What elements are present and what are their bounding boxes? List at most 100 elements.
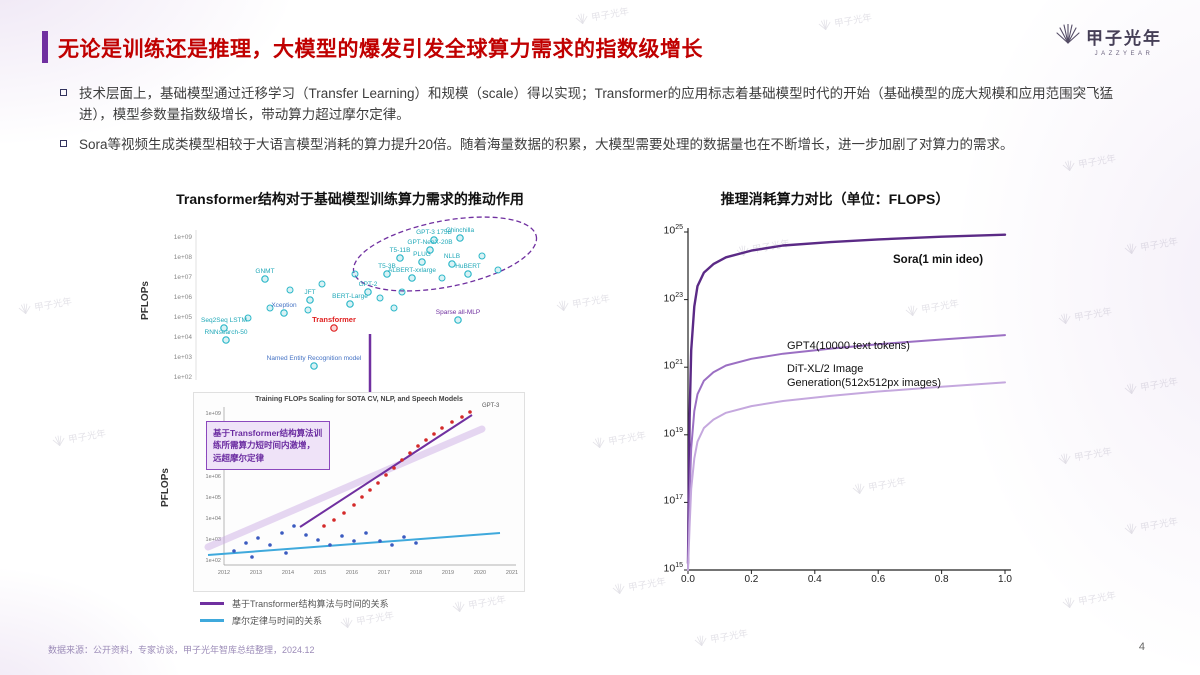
trend-line [207,532,501,556]
y-tick-label: 1019 [663,426,683,440]
scatter-point-label: GPT-NeoX-20B [407,239,452,246]
watermark: 甲子光年 [1057,443,1113,466]
trend-line [299,414,473,528]
transformer-model-point [408,451,412,455]
scatter-plot: 1e+09 1e+08 1e+07 1e+06 1e+05 1e+04 1e+03 1e+02… [174,216,538,381]
scatter-point-label: GNMT [255,268,274,275]
x-tick-label: 0.2 [744,574,759,585]
y-tick-label: 1015 [663,562,683,575]
cv-model-point [378,539,382,543]
x-tick-label: 1.0 [998,574,1012,585]
scatter-point [464,270,472,278]
y-tick-label: 1e+06 [206,474,221,480]
y-tick-label: 1023 [663,291,683,305]
scatter-point-label: Transformer [312,315,356,324]
bullet-list: 技术层面上，基础模型通过迁移学习（Transfer Learning）和规模（s… [60,84,1138,156]
scatter-point [286,286,294,294]
y-tick-label: 1e+02 [174,374,193,381]
bullet-square-icon [60,89,67,96]
annotation-box: 基于Transformer结构算法训练所需算力短时间内激增，远超摩尔定律 [206,421,330,470]
series-label-gpt4: GPT4(10000 text tokens) [787,340,910,352]
inner-chart-y-axis-label: PFLOPs [159,468,171,507]
transformer-model-point [432,432,436,436]
scatter-point [408,274,416,282]
scatter-point-label: T5-11B [390,247,411,254]
watermark: 甲子光年 [451,591,507,614]
watermark: 甲子光年 [574,3,630,26]
y-tick-label: 1e+02 [206,558,221,564]
cv-model-point [304,533,308,537]
transformer-model-point [440,426,444,430]
watermark: 甲子光年 [591,427,647,450]
cv-model-point [328,543,332,547]
scatter-point [454,316,462,324]
scatter-point-label: PLUG [413,251,431,258]
transformer-model-point [460,415,464,419]
transformer-model-point [342,511,346,515]
scatter-point-label: BERT-Large [332,293,368,300]
transformer-model-point [416,444,420,448]
scatter-point [398,288,406,296]
scatter-point-label: ALBERT-xxlarge [388,267,436,274]
cv-model-point [244,541,248,545]
x-tick-label: 2016 [346,570,358,576]
bullet-item: 技术层面上，基础模型通过迁移学习（Transfer Learning）和规模（s… [60,84,1138,126]
scatter-point [261,275,269,283]
logo-text: 甲子光年 [1086,29,1162,49]
x-tick-label: 0.8 [934,574,949,585]
trend-band [204,425,486,551]
legend-label: 摩尔定律与时间的关系 [232,616,323,626]
scatter-point [222,336,230,344]
transformer-model-point [450,420,454,424]
x-tick-label: 0.4 [807,574,822,585]
cv-model-point [280,531,284,535]
inference-compute-chart: 1025 1023 1021 1019 1017 1015 0.0 0.2 0.4 0.6 0.8… [645,218,1023,586]
scatter-point-label: JFT [304,289,315,296]
scatter-point [244,314,252,322]
scatter-point [304,306,312,314]
legend-item: 摩尔定律与时间的关系 [200,614,389,627]
scatter-point [438,274,446,282]
scatter-point [376,294,384,302]
x-tick-label: 2017 [378,570,390,576]
left-chart-title: Transformer结构对于基础模型训练算力需求的推动作用 [176,191,524,207]
gpt3-point-label: GPT-3 [482,403,500,409]
cv-model-point [232,549,236,553]
x-tick-label: 0.0 [681,574,695,585]
cv-model-point [364,531,368,535]
cv-model-point [256,536,260,540]
scatter-point [318,280,326,288]
watermark: 甲子光年 [1123,373,1179,396]
y-tick-label: 1e+03 [206,537,221,543]
x-tick-label: 2020 [474,570,486,576]
page-number: 4 [1138,641,1145,653]
y-tick-label: 1e+06 [174,294,193,301]
legend-swatch-purple [200,602,224,605]
x-tick-label: 2015 [314,570,326,576]
training-compute-scatter-chart: 1e+09 1e+08 1e+07 1e+06 1e+05 1e+04 1e+03 1e+02… [150,212,570,392]
y-tick-label: 1e+04 [174,334,193,341]
scatter-point [448,260,456,268]
transformer-model-point [352,503,356,507]
x-tick-label: 2013 [250,570,262,576]
scatter-point-label: NLLB [444,253,460,260]
cv-model-point [414,541,418,545]
x-axis-ticks: 0.0 0.2 0.4 0.6 0.8 1.0 [645,574,1023,588]
scatter-point [418,258,426,266]
y-tick-label: 1021 [663,359,683,372]
scatter-point-label: Chinchilla [446,227,475,234]
series-curve [686,233,1007,565]
watermark: 甲子光年 [1057,303,1113,326]
scatter-point [306,296,314,304]
y-tick-label: 1e+09 [174,234,193,241]
training-flops-chart: Training FLOPs Scaling for SOTA CV, NLP,… [193,392,525,592]
scatter-point [430,236,438,244]
bullet-square-icon [60,139,67,147]
scatter-point [346,300,354,308]
watermark: 甲子光年 [1061,587,1117,610]
x-tick-label: 2019 [442,570,454,576]
watermark: 甲子光年 [1123,233,1179,256]
y-tick-label: 1017 [663,494,683,507]
y-tick-label: 1e+07 [174,274,193,281]
inner-chart-title: Training FLOPs Scaling for SOTA CV, NLP,… [255,396,463,403]
